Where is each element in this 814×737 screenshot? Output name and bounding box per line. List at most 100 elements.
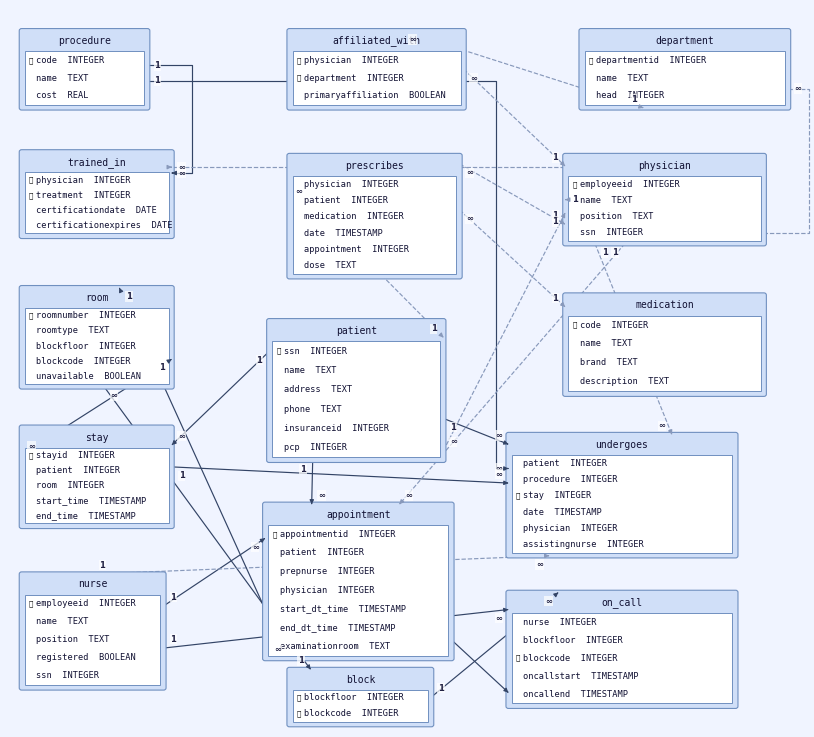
Text: 🔑: 🔑 [296,75,301,81]
Text: ∞: ∞ [252,542,259,551]
FancyBboxPatch shape [512,613,733,703]
Text: room  INTEGER: room INTEGER [37,481,104,490]
FancyBboxPatch shape [20,425,174,528]
Text: 🔑: 🔑 [29,177,33,184]
Text: ∞: ∞ [405,491,413,500]
Text: end_dt_time  TIMESTAMP: end_dt_time TIMESTAMP [280,623,395,632]
FancyBboxPatch shape [512,455,733,553]
Text: name  TEXT: name TEXT [596,74,649,83]
Text: ∞: ∞ [274,645,281,654]
FancyBboxPatch shape [25,595,160,685]
Text: 1: 1 [572,195,578,204]
Text: ∞: ∞ [536,560,543,569]
Text: procedure: procedure [58,36,111,46]
Text: brand  TEXT: brand TEXT [580,358,637,368]
Text: physician  INTEGER: physician INTEGER [37,175,131,184]
Text: 🔑: 🔑 [589,57,593,63]
Text: 🔑: 🔑 [273,531,277,537]
Text: address  TEXT: address TEXT [284,385,352,394]
Text: 🔑: 🔑 [29,192,33,198]
Text: patient  INTEGER: patient INTEGER [37,466,120,475]
Text: 1: 1 [553,217,558,226]
Text: 1: 1 [553,153,558,162]
Text: ∞: ∞ [495,431,502,440]
Text: 🔑: 🔑 [277,348,281,354]
Text: position  TEXT: position TEXT [580,212,654,221]
Text: employeeid  INTEGER: employeeid INTEGER [580,180,680,189]
FancyBboxPatch shape [584,52,785,105]
Text: ssn  INTEGER: ssn INTEGER [37,671,99,680]
Text: roomtype  TEXT: roomtype TEXT [37,326,110,335]
Text: ∞: ∞ [450,437,457,446]
FancyBboxPatch shape [25,448,168,523]
Text: stayid  INTEGER: stayid INTEGER [37,451,115,460]
FancyBboxPatch shape [267,318,446,463]
Text: 🔑: 🔑 [572,181,577,187]
Text: ∞: ∞ [178,163,185,172]
Text: ∞: ∞ [318,491,325,500]
Text: blockfloor  INTEGER: blockfloor INTEGER [523,635,623,645]
Text: ∞: ∞ [28,441,35,451]
Text: insuranceid  INTEGER: insuranceid INTEGER [284,424,389,433]
Text: 1: 1 [431,324,436,333]
Text: 1: 1 [170,593,177,601]
Text: 1: 1 [178,471,185,481]
FancyBboxPatch shape [25,308,168,384]
Text: 1: 1 [126,292,132,301]
Text: name  TEXT: name TEXT [580,340,632,349]
FancyBboxPatch shape [292,176,457,273]
Text: department: department [655,36,714,46]
Text: 1: 1 [170,635,177,643]
FancyBboxPatch shape [25,52,144,105]
Text: blockcode  INTEGER: blockcode INTEGER [37,357,131,366]
Text: 1: 1 [553,293,558,303]
Text: blockfloor  INTEGER: blockfloor INTEGER [304,694,404,702]
FancyBboxPatch shape [20,572,166,690]
Text: assistingnurse  INTEGER: assistingnurse INTEGER [523,540,644,549]
Text: 🔑: 🔑 [29,57,33,63]
Text: medication  INTEGER: medication INTEGER [304,212,404,221]
Text: block: block [346,675,375,685]
Text: ∞: ∞ [466,168,473,178]
FancyBboxPatch shape [287,29,466,110]
Text: name  TEXT: name TEXT [37,617,89,626]
FancyBboxPatch shape [20,150,174,239]
Text: blockcode  INTEGER: blockcode INTEGER [304,709,399,719]
FancyBboxPatch shape [579,29,790,110]
Text: name  TEXT: name TEXT [37,74,89,83]
Text: 🔑: 🔑 [296,710,301,717]
Text: physician  INTEGER: physician INTEGER [280,586,374,595]
Text: patient  INTEGER: patient INTEGER [523,458,607,468]
Text: ssn  INTEGER: ssn INTEGER [580,228,643,237]
Text: oncallend  TIMESTAMP: oncallend TIMESTAMP [523,690,628,699]
Text: date  TIMESTAMP: date TIMESTAMP [304,228,383,237]
FancyBboxPatch shape [568,315,761,391]
Text: 1: 1 [612,248,618,257]
Text: primaryaffiliation  BOOLEAN: primaryaffiliation BOOLEAN [304,91,446,100]
Text: ∞: ∞ [495,614,502,623]
Text: patient: patient [335,326,377,336]
FancyBboxPatch shape [20,285,174,389]
Text: 1: 1 [300,464,306,474]
Text: ∞: ∞ [470,74,477,83]
Text: 🔑: 🔑 [516,492,520,499]
Text: name  TEXT: name TEXT [580,196,632,205]
Text: 1: 1 [438,684,444,693]
Text: patient  INTEGER: patient INTEGER [280,548,364,557]
Text: code  INTEGER: code INTEGER [580,321,648,329]
Text: 🔑: 🔑 [296,695,301,702]
Text: description  TEXT: description TEXT [580,377,669,386]
Text: oncallstart  TIMESTAMP: oncallstart TIMESTAMP [523,671,638,681]
Text: 🔑: 🔑 [572,322,577,329]
Text: ∞: ∞ [178,169,185,178]
FancyBboxPatch shape [292,690,428,722]
Text: 🔑: 🔑 [29,601,33,607]
Text: 1: 1 [99,561,105,570]
Text: roomnumber  INTEGER: roomnumber INTEGER [37,311,136,321]
Text: phone  TEXT: phone TEXT [284,405,341,413]
Text: 1: 1 [154,77,160,85]
Text: patient  INTEGER: patient INTEGER [304,196,388,205]
FancyBboxPatch shape [20,29,150,110]
Text: registered  BOOLEAN: registered BOOLEAN [37,654,136,663]
Text: ∞: ∞ [495,469,502,479]
